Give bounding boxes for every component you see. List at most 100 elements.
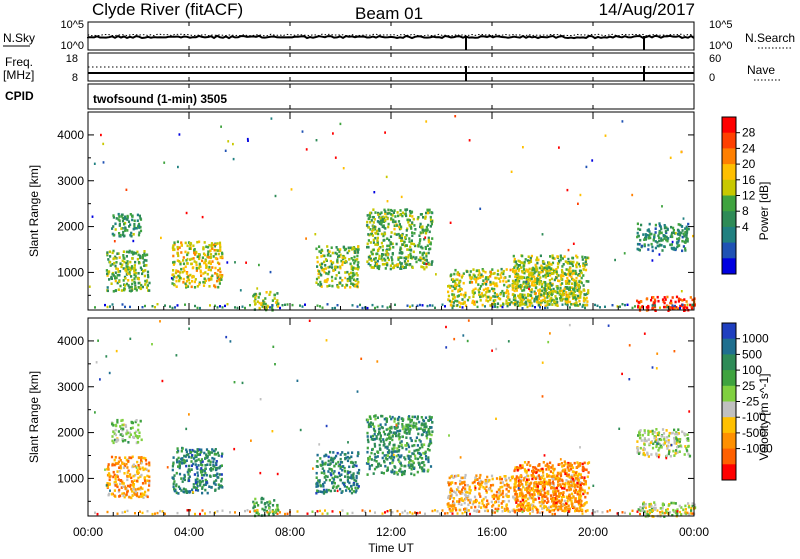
velocity-echo-cell — [423, 464, 425, 467]
power-ground-cell — [177, 304, 179, 306]
power-echo-cell — [390, 213, 392, 216]
power-echo-cell — [502, 303, 504, 306]
power-speckle-cell — [335, 157, 337, 159]
power-echo-cell — [671, 232, 673, 235]
nsky-label: N.Sky — [3, 31, 35, 45]
power-echo-cell — [148, 289, 150, 292]
power-ground-cell — [302, 305, 304, 307]
power-echo-cell — [498, 297, 500, 300]
velocity-echo-cell — [186, 491, 188, 494]
power-echo-cell — [413, 218, 415, 221]
power-echo-cell — [128, 251, 130, 254]
velocity-echo-cell — [350, 461, 352, 464]
power-echo-cell — [190, 263, 192, 266]
velocity-echo-cell — [576, 461, 578, 464]
velocity-echo-cell — [210, 469, 212, 472]
velocity-echo-cell — [558, 463, 560, 466]
power-echo-cell — [677, 241, 679, 244]
velocity-echo-cell — [383, 444, 385, 447]
power-echo-cell — [134, 267, 136, 270]
velocity-echo-cell — [549, 479, 551, 482]
velocity-echo-cell — [197, 448, 199, 451]
power-echo-cell — [133, 277, 135, 280]
power-speckle-cell — [306, 148, 308, 150]
power-echo-cell — [582, 265, 584, 268]
power-echo-cell — [472, 295, 474, 298]
power-echo-cell — [325, 272, 327, 275]
power-speckle-cell — [171, 277, 173, 279]
velocity-echo-cell — [370, 452, 372, 455]
power-echo-cell — [403, 241, 405, 244]
power-echo-cell — [268, 293, 270, 296]
velocity-echo-cell — [531, 474, 533, 477]
power-echo-cell — [665, 239, 667, 242]
velocity-echo-cell — [333, 458, 335, 461]
velocity-echo-cell — [394, 432, 396, 435]
velocity-echo-cell — [353, 477, 355, 480]
power-echo-cell — [211, 266, 213, 269]
power-echo-cell — [121, 289, 123, 292]
velocity-echo-cell — [406, 432, 408, 435]
power-echo-cell — [184, 251, 186, 254]
power-speckle-cell — [430, 219, 432, 221]
power-echo-cell — [575, 273, 577, 276]
power-echo-cell — [460, 302, 462, 305]
power-echo-cell — [185, 283, 187, 286]
velocity-echo-cell — [342, 482, 344, 485]
nsearch-label: N.Search — [745, 31, 795, 45]
power-echo-cell — [683, 307, 685, 310]
power-echo-cell — [393, 211, 395, 214]
power-echo-cell — [140, 288, 142, 291]
power-ground-cell — [144, 305, 146, 307]
velocity-echo-cell — [143, 493, 145, 496]
velocity-echo-cell — [325, 479, 327, 482]
power-echo-cell — [566, 298, 568, 301]
power-echo-cell — [344, 257, 346, 260]
velocity-echo-cell — [402, 471, 404, 474]
velocity-echo-cell — [404, 458, 406, 461]
power-echo-cell — [428, 248, 430, 251]
power-echo-cell — [356, 283, 358, 286]
power-echo-cell — [335, 266, 337, 269]
velocity-echo-cell — [552, 481, 554, 484]
power-echo-cell — [453, 280, 455, 283]
power-echo-cell — [118, 280, 120, 283]
power-echo-cell — [659, 244, 661, 247]
power-echo-cell — [582, 258, 584, 261]
velocity-echo-cell — [371, 464, 373, 467]
power-echo-cell — [582, 274, 584, 277]
velocity-echo-cell — [566, 489, 568, 492]
power-echo-cell — [652, 250, 654, 253]
power-speckle-cell — [670, 157, 672, 159]
power-echo-cell — [541, 283, 543, 286]
velocity-echo-cell — [388, 443, 390, 446]
velocity-echo-cell — [352, 465, 354, 468]
power-echo-cell — [507, 285, 509, 288]
velocity-echo-cell — [485, 489, 487, 492]
power-echo-cell — [382, 245, 384, 248]
power-echo-cell — [485, 283, 487, 286]
power-echo-cell — [514, 290, 516, 293]
power-echo-cell — [517, 301, 519, 304]
power-echo-cell — [482, 270, 484, 273]
velocity-echo-cell — [568, 474, 570, 477]
velocity-echo-cell — [402, 436, 404, 439]
power-speckle-cell — [683, 217, 685, 219]
velocity-echo-cell — [667, 445, 669, 448]
power-echo-cell — [371, 253, 373, 256]
sky-tick-bottom: 10^0 — [60, 40, 84, 52]
power-ground-cell — [394, 304, 396, 306]
power-echo-cell — [128, 225, 130, 228]
power-echo-cell — [180, 251, 182, 254]
velocity-echo-cell — [482, 502, 484, 505]
power-echo-cell — [386, 245, 388, 248]
power-echo-cell — [454, 269, 456, 272]
power-echo-cell — [418, 245, 420, 248]
power-echo-cell — [127, 279, 129, 282]
velocity-echo-cell — [135, 491, 137, 494]
power-echo-cell — [450, 273, 452, 276]
power-echo-cell — [367, 233, 369, 236]
power-echo-cell — [114, 275, 116, 278]
power-echo-cell — [545, 276, 547, 279]
power-echo-cell — [187, 262, 189, 265]
